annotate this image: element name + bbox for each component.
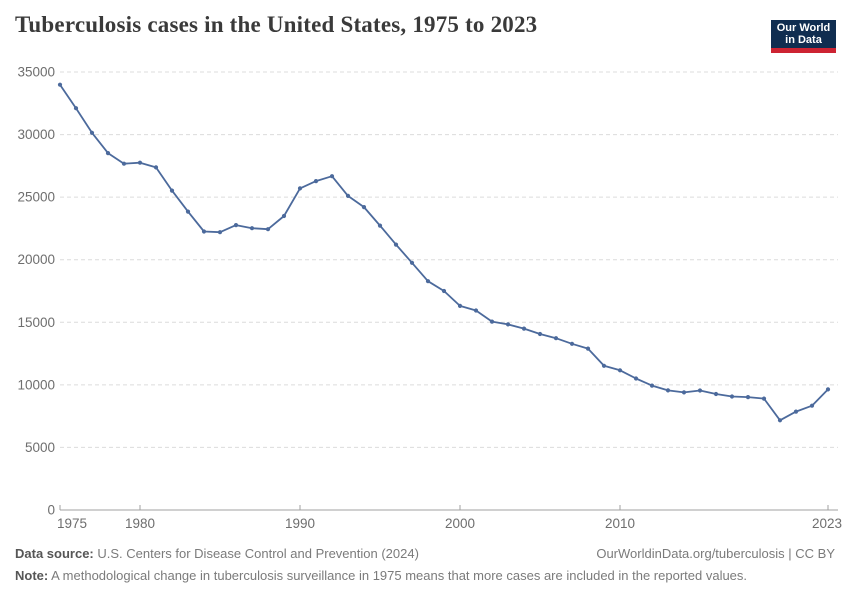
owid-logo-line1: Our World xyxy=(776,22,831,34)
data-point-1983[interactable] xyxy=(185,209,191,214)
data-point-1992[interactable] xyxy=(329,174,335,179)
data-point-2006[interactable] xyxy=(553,336,559,341)
data-point-2010[interactable] xyxy=(617,368,623,373)
y-axis-tick-label: 10000 xyxy=(17,377,55,392)
x-axis-tick-label: 1975 xyxy=(57,516,87,531)
data-point-2011[interactable] xyxy=(633,376,639,381)
data-point-2007[interactable] xyxy=(569,341,575,346)
data-point-2012[interactable] xyxy=(649,383,655,388)
data-point-2008[interactable] xyxy=(585,346,591,351)
x-axis-tick-label: 2023 xyxy=(812,516,842,531)
data-point-2023[interactable] xyxy=(825,387,831,392)
owid-logo-line2: in Data xyxy=(785,34,822,46)
data-point-1989[interactable] xyxy=(281,213,287,219)
data-point-1985[interactable] xyxy=(217,230,223,235)
y-axis-tick-label: 20000 xyxy=(17,252,55,267)
data-point-2019[interactable] xyxy=(761,396,767,401)
data-point-2021[interactable] xyxy=(793,409,799,414)
data-point-1975[interactable] xyxy=(57,82,63,87)
data-point-1979[interactable] xyxy=(121,161,127,166)
x-axis-tick-label: 2010 xyxy=(605,516,635,531)
page-title: Tuberculosis cases in the United States,… xyxy=(15,12,538,37)
data-point-1986[interactable] xyxy=(233,223,239,228)
owid-citation-link[interactable]: OurWorldinData.org/tuberculosis | CC BY xyxy=(596,546,835,561)
data-point-1991[interactable] xyxy=(313,179,319,184)
y-axis-tick-label: 30000 xyxy=(17,127,55,142)
owid-logo[interactable]: Our World in Data xyxy=(771,20,836,53)
data-point-2005[interactable] xyxy=(537,331,543,337)
data-point-1987[interactable] xyxy=(249,226,255,231)
data-point-1980[interactable] xyxy=(137,160,143,165)
data-source-label: Data source: xyxy=(15,546,94,561)
data-source-text: Data source: U.S. Centers for Disease Co… xyxy=(15,546,419,561)
data-point-2020[interactable] xyxy=(777,418,783,423)
data-point-2003[interactable] xyxy=(505,322,511,327)
data-point-1978[interactable] xyxy=(105,151,111,156)
data-point-1981[interactable] xyxy=(153,165,159,170)
y-axis-tick-label: 0 xyxy=(47,503,55,518)
data-point-2015[interactable] xyxy=(697,388,703,393)
data-point-2016[interactable] xyxy=(713,391,719,397)
data-point-2000[interactable] xyxy=(457,303,463,308)
data-point-1996[interactable] xyxy=(393,242,399,247)
data-point-2004[interactable] xyxy=(521,326,527,331)
data-point-1997[interactable] xyxy=(409,260,415,265)
note-label: Note: xyxy=(15,568,49,583)
data-point-1990[interactable] xyxy=(297,186,303,191)
y-axis-tick-label: 25000 xyxy=(17,190,55,205)
y-axis-tick-label: 5000 xyxy=(25,440,55,455)
data-point-1976[interactable] xyxy=(73,106,79,111)
data-point-1984[interactable] xyxy=(201,229,207,234)
x-axis-tick-label: 1980 xyxy=(125,516,155,531)
x-axis-tick-label: 2000 xyxy=(445,516,475,531)
x-axis-tick-label: 1990 xyxy=(285,516,315,531)
data-point-1988[interactable] xyxy=(265,227,271,232)
data-point-2013[interactable] xyxy=(665,388,671,393)
data-point-1995[interactable] xyxy=(377,223,383,228)
data-point-1999[interactable] xyxy=(441,288,447,294)
data-point-2018[interactable] xyxy=(745,395,751,400)
y-axis-tick-label: 35000 xyxy=(17,65,55,80)
data-point-2017[interactable] xyxy=(729,394,735,399)
chart-note: Note: A methodological change in tubercu… xyxy=(15,568,748,583)
data-point-1998[interactable] xyxy=(425,279,431,284)
line-chart-plot-area[interactable]: 0 5000 10000 15000 20000 25000 30000 35000 1975 1… xyxy=(0,0,850,545)
data-point-1993[interactable] xyxy=(345,193,351,198)
data-point-1977[interactable] xyxy=(89,130,95,135)
data-point-1982[interactable] xyxy=(169,188,175,193)
data-point-2009[interactable] xyxy=(601,363,607,368)
data-point-2001[interactable] xyxy=(473,308,479,313)
y-axis-tick-label: 15000 xyxy=(17,315,55,330)
chart-footer: Data source: U.S. Centers for Disease Co… xyxy=(15,546,835,584)
data-point-1994[interactable] xyxy=(361,205,367,210)
data-point-2022[interactable] xyxy=(809,403,815,408)
data-point-2014[interactable] xyxy=(681,390,687,395)
data-point-2002[interactable] xyxy=(489,319,495,324)
